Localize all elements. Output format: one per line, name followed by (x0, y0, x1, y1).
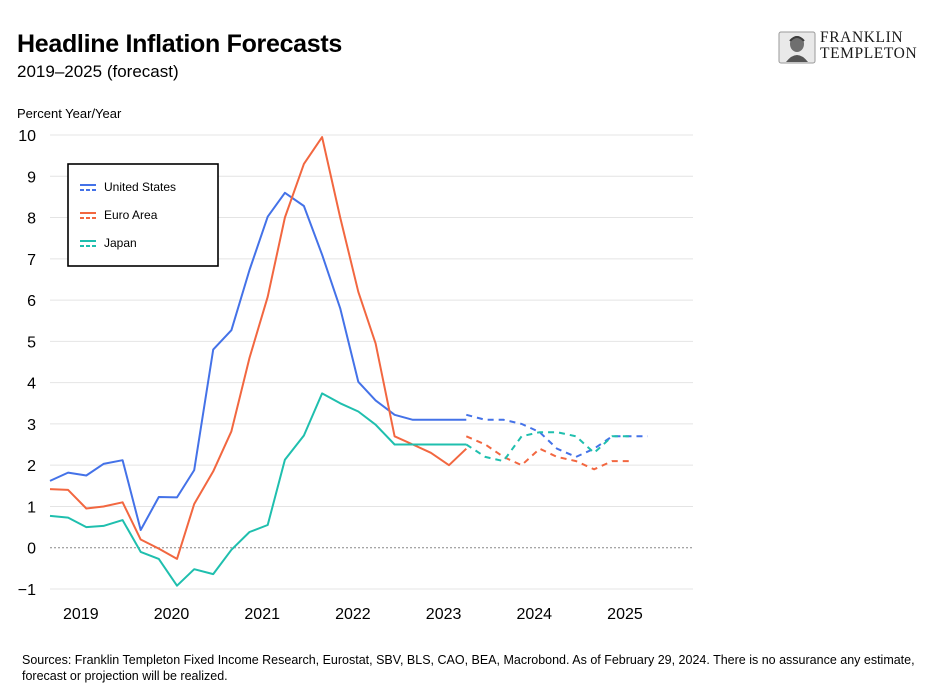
y-tick-label: 3 (27, 417, 36, 434)
y-axis-label: Percent Year/Year (17, 106, 122, 121)
legend-box (67, 163, 219, 267)
x-tick-label: 2022 (335, 606, 371, 623)
series-actual-line (49, 191, 467, 531)
series-lines (49, 136, 648, 587)
chart-title: Headline Inflation Forecasts (17, 30, 343, 58)
series-actual-line (49, 392, 467, 587)
x-tick-label: 2021 (244, 606, 280, 623)
brand-name-line-1: FRANKLIN (820, 29, 904, 46)
benjamin-franklin-portrait-icon (778, 31, 816, 64)
y-tick-label: −1 (18, 582, 36, 599)
legend-label: Japan (104, 236, 137, 250)
sources-note: Sources: Franklin Templeton Fixed Income… (22, 653, 915, 683)
y-tick-label: 4 (27, 376, 36, 393)
series-forecast-line (465, 431, 631, 463)
y-tick-label: 9 (27, 169, 36, 186)
x-tick-label: 2023 (426, 606, 462, 623)
y-tick-label: 10 (18, 128, 36, 145)
chart-legend: United States Euro Area Japan (67, 163, 219, 267)
series-forecast-line (465, 435, 631, 471)
x-tick-label: 2025 (607, 606, 643, 623)
x-tick-label: 2024 (516, 606, 552, 623)
y-tick-label: 6 (27, 293, 36, 310)
y-tick-label: 2 (27, 458, 36, 475)
y-tick-label: 7 (27, 252, 36, 269)
y-tick-label: 1 (27, 499, 36, 516)
x-tick-labels: 2019 2020 2021 2022 2023 2024 2025 (63, 606, 643, 623)
legend-label: United States (104, 180, 176, 194)
brand-logo: FRANKLIN TEMPLETON (778, 30, 928, 66)
legend-label: Euro Area (104, 208, 158, 222)
series-forecast-line (466, 413, 648, 458)
y-tick-labels: −1 0 1 2 3 4 5 6 7 8 9 10 (18, 128, 36, 599)
brand-name-line-2: TEMPLETON (820, 45, 918, 62)
y-tick-label: 8 (27, 211, 36, 228)
x-tick-label: 2020 (154, 606, 190, 623)
y-tick-label: 5 (27, 334, 36, 351)
inflation-line-chart: Percent Year/Year −1 0 1 2 3 4 5 6 7 8 9 10 2019 202… (17, 106, 693, 623)
series-actual-line (49, 136, 467, 560)
chart-subtitle: 2019–2025 (forecast) (17, 62, 179, 81)
x-tick-label: 2019 (63, 606, 99, 623)
y-tick-label: 0 (27, 541, 36, 558)
